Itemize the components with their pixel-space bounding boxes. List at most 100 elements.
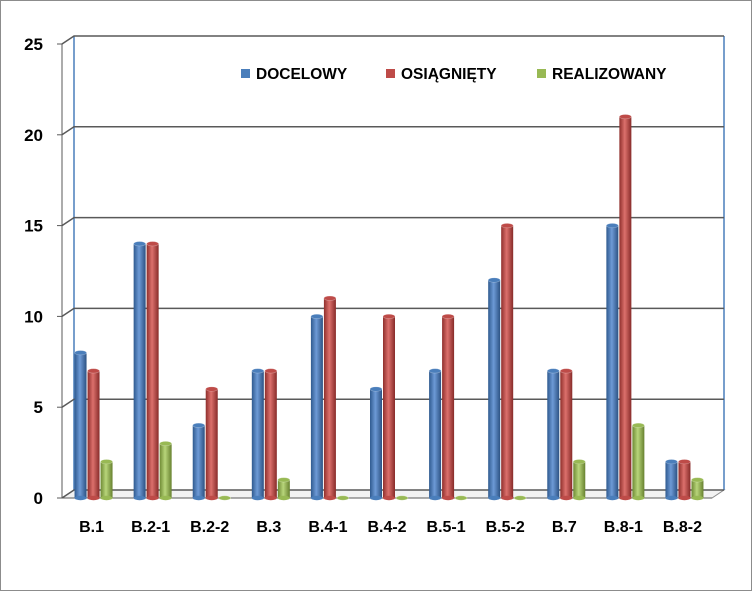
bar-base	[632, 495, 645, 501]
bar-body	[100, 461, 113, 498]
bar	[133, 241, 146, 501]
legend-swatch	[386, 69, 395, 78]
x-axis-tick-labels: B.1 B.2-1 B.2-2 B.3 B.4-1 B.4-2 B.5-1 B.5-2 B.7 B…	[79, 519, 702, 536]
y-tick-label: 20	[24, 126, 43, 145]
bar-cap	[454, 495, 468, 501]
bar	[205, 386, 219, 501]
y-axis-tick-labels: 0 5 10 15 20 25	[24, 35, 43, 508]
bar-cap	[678, 459, 691, 465]
bar-body	[606, 225, 619, 498]
bar-cap	[133, 241, 146, 247]
bar-body	[665, 461, 678, 498]
x-tick-label: B.3	[256, 519, 281, 536]
bar-base	[370, 495, 382, 501]
bar-base	[383, 495, 395, 501]
bar-body	[488, 280, 501, 498]
bar-base	[691, 495, 704, 501]
bar-body	[74, 352, 87, 498]
bar-body	[547, 370, 560, 498]
bar-cap	[619, 114, 632, 120]
bar	[606, 223, 619, 501]
bar-body	[383, 316, 395, 498]
bar-body	[429, 370, 442, 498]
bar	[251, 368, 265, 501]
bar	[159, 441, 172, 501]
bar-body	[560, 370, 573, 498]
bar-body	[442, 316, 455, 498]
bar-base	[100, 495, 113, 501]
bar-body	[619, 116, 632, 498]
bar	[546, 368, 560, 501]
bar-base	[192, 495, 205, 501]
bar-cap	[323, 295, 337, 301]
bar	[500, 223, 514, 501]
bar-body	[370, 389, 382, 498]
bar	[277, 477, 291, 501]
x-tick-label: B.2-2	[190, 519, 229, 536]
bar	[336, 495, 350, 501]
x-tick-label: B.8-1	[604, 519, 643, 536]
bar	[632, 422, 645, 501]
bar	[441, 313, 455, 501]
legend-swatch	[241, 69, 250, 78]
bar-cap	[277, 477, 291, 483]
bar-base	[501, 495, 514, 501]
bar	[572, 459, 586, 501]
x-tick-label: B.2-1	[131, 519, 170, 536]
bar-cap	[546, 368, 560, 374]
y-tick-label: 25	[24, 35, 43, 54]
y-tick-label: 0	[34, 489, 43, 508]
bar-cap	[441, 313, 455, 319]
bar-cap	[205, 386, 219, 392]
bar-body	[691, 479, 704, 498]
bar-cap	[251, 368, 265, 374]
bar	[369, 386, 383, 501]
bar-cap	[369, 386, 383, 392]
bar	[619, 114, 632, 501]
bar-cap	[87, 368, 100, 374]
legend-swatch	[537, 69, 546, 78]
bar-cap	[74, 350, 87, 356]
bar-body	[632, 425, 645, 498]
bar	[691, 477, 704, 501]
bar-cap	[336, 495, 350, 501]
bar-base	[133, 495, 146, 501]
bar	[487, 277, 501, 501]
bars	[74, 114, 704, 501]
bar-body	[146, 243, 159, 498]
legend-entry: OSIĄGNIĘTY	[386, 66, 497, 83]
bar-cap	[559, 368, 573, 374]
bar	[665, 459, 678, 501]
legend-label: REALIZOWANY	[552, 66, 667, 83]
bar-base	[310, 495, 323, 501]
y-tick-label: 10	[24, 307, 43, 326]
bar-base	[429, 495, 442, 501]
bar-body	[573, 461, 586, 498]
bar-cap	[500, 223, 514, 229]
bar-base	[606, 495, 619, 501]
bar	[323, 295, 337, 501]
x-tick-label: B.4-2	[367, 519, 406, 536]
legend-entry: REALIZOWANY	[537, 66, 667, 83]
bar	[100, 459, 113, 501]
bar	[218, 495, 232, 501]
bar-cap	[100, 459, 113, 465]
bar	[264, 368, 278, 501]
bar-base	[665, 495, 678, 501]
bar-cap	[513, 495, 527, 501]
bar-cap	[487, 277, 501, 283]
bar	[428, 368, 442, 501]
y-tick-label: 15	[24, 217, 43, 236]
legend-label: DOCELOWY	[256, 66, 348, 83]
x-tick-label: B.7	[552, 519, 577, 536]
bar-base	[146, 495, 159, 501]
bar	[454, 495, 468, 501]
bar-base	[277, 495, 290, 501]
bar-cap	[665, 459, 678, 465]
bar-cap	[146, 241, 159, 247]
bar-cap	[192, 422, 206, 428]
bar-base	[87, 495, 100, 501]
gridline	[61, 126, 724, 136]
bar-cap	[218, 495, 232, 501]
